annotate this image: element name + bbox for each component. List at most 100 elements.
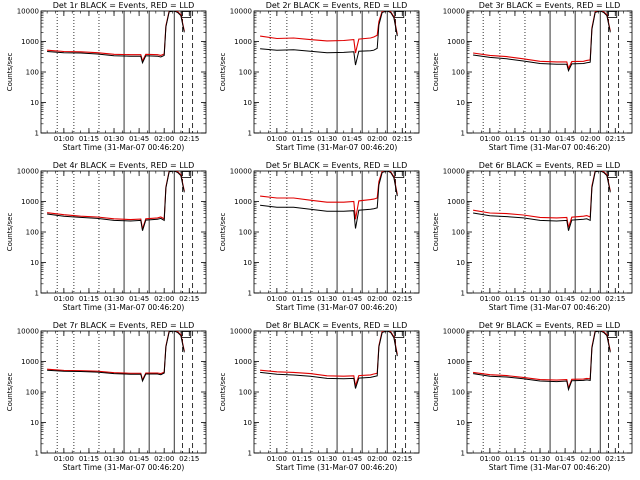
x-tick-label: 01:30: [530, 455, 550, 463]
panel-title: Det 3r BLACK = Events, RED = LLD: [479, 1, 621, 10]
lld-series-line: [260, 11, 398, 54]
x-tick-label: 02:15: [392, 135, 412, 143]
x-tick-label: 01:00: [480, 135, 500, 143]
plot-frame: [253, 10, 420, 134]
detector-panel: 1 10 100 1000 10000 01:00 01:15 01:30 01:45 02:00…: [432, 1, 633, 152]
x-tick-label: 01:15: [79, 135, 99, 143]
x-tick-label: 02:15: [605, 455, 625, 463]
x-tick-label: 01:00: [480, 455, 500, 463]
x-tick-label: 01:15: [79, 455, 99, 463]
plot-frame: [40, 330, 207, 454]
y-tick-label: 1: [35, 290, 39, 298]
y-axis-label: Counts/sec: [219, 373, 227, 412]
x-tick-label: 02:15: [179, 455, 199, 463]
panel-title: Det 2r BLACK = Events, RED = LLD: [266, 1, 408, 10]
detector-panel: 1 10 100 1000 10000 01:00 01:15 01:30 01:45 02:00…: [219, 161, 420, 312]
y-tick-label: 10: [243, 419, 252, 427]
y-tick-label: 100: [239, 69, 252, 77]
y-tick-label: 1000: [21, 198, 39, 206]
y-tick-label: 1000: [21, 358, 39, 366]
x-tick-label: 01:15: [505, 295, 525, 303]
panel-title: Det 4r BLACK = Events, RED = LLD: [53, 161, 195, 170]
events-series-line: [47, 171, 185, 231]
x-tick-label: 01:30: [530, 135, 550, 143]
y-tick-label: 10: [456, 419, 465, 427]
x-tick-label: 01:45: [342, 295, 362, 303]
peak-marker-box: [181, 331, 192, 338]
detector-panel: 1 10 100 1000 10000 01:00 01:15 01:30 01:45 02:00…: [6, 1, 207, 152]
x-tick-label: 02:15: [605, 295, 625, 303]
x-tick-label: 01:00: [267, 135, 287, 143]
x-tick-label: 02:15: [392, 455, 412, 463]
x-axis-label: Start Time (31-Mar-07 00:46:20): [63, 303, 185, 312]
plot-frame: [466, 330, 633, 454]
peak-marker-box: [181, 171, 192, 178]
x-tick-label: 02:00: [580, 455, 600, 463]
x-tick-label: 01:45: [129, 135, 149, 143]
x-tick-label: 02:15: [179, 295, 199, 303]
peak-marker-box: [394, 11, 405, 18]
plot-frame: [466, 170, 633, 294]
y-tick-label: 1: [461, 290, 465, 298]
x-axis-label: Start Time (31-Mar-07 00:46:20): [276, 143, 398, 152]
x-axis-label: Start Time (31-Mar-07 00:46:20): [489, 143, 611, 152]
y-tick-label: 100: [26, 229, 39, 237]
x-tick-label: 01:00: [480, 295, 500, 303]
y-tick-label: 1000: [447, 358, 465, 366]
panel-title: Det 6r BLACK = Events, RED = LLD: [479, 161, 621, 170]
y-axis-label: Counts/sec: [219, 53, 227, 92]
panel-title: Det 9r BLACK = Events, RED = LLD: [479, 321, 621, 330]
peak-marker-box: [394, 171, 405, 178]
y-axis-label: Counts/sec: [6, 373, 14, 412]
y-tick-label: 10000: [443, 8, 465, 16]
peak-marker-box: [607, 331, 618, 338]
y-tick-label: 1000: [234, 198, 252, 206]
y-tick-label: 100: [26, 389, 39, 397]
plot-frame: [40, 170, 207, 294]
x-tick-label: 01:45: [555, 135, 575, 143]
x-tick-label: 01:30: [104, 135, 124, 143]
x-axis-label: Start Time (31-Mar-07 00:46:20): [63, 463, 185, 472]
y-tick-label: 100: [239, 389, 252, 397]
y-tick-label: 1: [461, 450, 465, 458]
y-tick-label: 10000: [443, 168, 465, 176]
x-tick-label: 01:30: [530, 295, 550, 303]
y-tick-label: 1000: [234, 358, 252, 366]
lld-series-line: [47, 171, 185, 230]
peak-marker-box: [394, 331, 405, 338]
events-series-line: [47, 11, 185, 65]
y-tick-label: 100: [452, 69, 465, 77]
y-tick-label: 10: [30, 99, 39, 107]
x-tick-label: 02:00: [367, 455, 387, 463]
y-tick-label: 1: [461, 130, 465, 138]
y-tick-label: 10000: [230, 8, 252, 16]
y-tick-label: 100: [452, 389, 465, 397]
lld-series-line: [260, 331, 398, 386]
x-tick-label: 01:15: [79, 295, 99, 303]
events-series-line: [260, 171, 398, 229]
x-tick-label: 02:00: [154, 455, 174, 463]
x-tick-label: 01:15: [505, 455, 525, 463]
x-tick-label: 01:00: [54, 455, 74, 463]
y-tick-label: 10000: [17, 328, 39, 336]
events-series-line: [260, 331, 398, 389]
x-tick-label: 02:00: [580, 295, 600, 303]
y-tick-label: 10: [456, 99, 465, 107]
events-series-line: [473, 171, 611, 231]
x-axis-label: Start Time (31-Mar-07 00:46:20): [276, 303, 398, 312]
y-axis-label: Counts/sec: [6, 213, 14, 252]
y-axis-label: Counts/sec: [432, 373, 440, 412]
y-tick-label: 10000: [17, 168, 39, 176]
peak-marker-box: [181, 11, 192, 18]
x-tick-label: 01:00: [54, 295, 74, 303]
lld-series-line: [47, 331, 185, 382]
y-axis-label: Counts/sec: [6, 53, 14, 92]
x-tick-label: 01:15: [505, 135, 525, 143]
lld-series-line: [473, 11, 611, 71]
panel-title: Det 5r BLACK = Events, RED = LLD: [266, 161, 408, 170]
detector-panel: 1 10 100 1000 10000 01:00 01:15 01:30 01:45 02:00…: [219, 321, 420, 472]
x-tick-label: 02:00: [154, 135, 174, 143]
detector-panel: 1 10 100 1000 10000 01:00 01:15 01:30 01:45 02:00…: [6, 321, 207, 472]
x-tick-label: 01:45: [342, 455, 362, 463]
